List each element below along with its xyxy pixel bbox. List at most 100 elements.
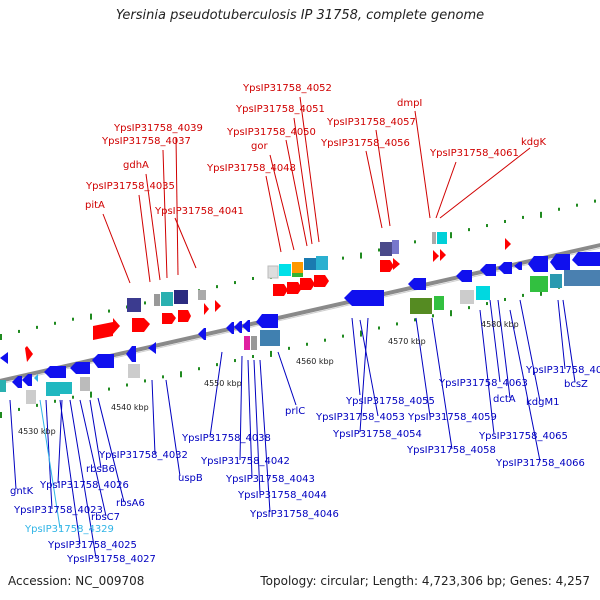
gene-label[interactable]: YpsIP31758_4025 xyxy=(47,540,137,551)
gene-label[interactable]: YpsIP31758_4032 xyxy=(98,450,188,461)
gene-label[interactable]: YpsIP31758_4065 xyxy=(478,431,568,442)
feature-arrow[interactable] xyxy=(300,278,315,290)
feature-box[interactable] xyxy=(550,274,562,288)
feature-arrow[interactable] xyxy=(480,264,496,276)
gene-label[interactable]: YpsIP31758_4066 xyxy=(495,458,585,469)
feature-arrow[interactable] xyxy=(226,322,234,334)
gene-label[interactable]: YpsIP31758_4042 xyxy=(200,456,290,467)
gene-label[interactable]: YpsIP31758_4063 xyxy=(438,378,528,389)
feature-arrow[interactable] xyxy=(572,252,600,266)
gene-label[interactable]: YpsIP31758_4050 xyxy=(226,127,316,138)
gene-label[interactable]: uspB xyxy=(178,473,203,484)
feature-box[interactable] xyxy=(564,270,600,286)
feature-box[interactable] xyxy=(174,290,188,304)
feature-box[interactable] xyxy=(0,380,6,392)
gene-label[interactable]: kdgM1 xyxy=(526,397,559,408)
gene-label[interactable]: YpsIP31758_4052 xyxy=(242,83,332,94)
gene-label[interactable]: YpsIP31758_4048 xyxy=(206,163,296,174)
feature-arrow[interactable] xyxy=(92,354,114,368)
gene-label[interactable]: YpsIP31758_4038 xyxy=(181,433,271,444)
gene-label[interactable]: YpsIP31758_4023 xyxy=(13,505,103,516)
feature-arrow[interactable] xyxy=(314,275,329,287)
gene-label[interactable]: YpsIP31758_4057 xyxy=(326,117,416,128)
gene-label[interactable]: rbsB6 xyxy=(86,464,115,475)
feature-arrow[interactable] xyxy=(528,256,548,272)
feature-arrow[interactable] xyxy=(393,258,400,270)
feature-arrow[interactable] xyxy=(287,282,302,294)
feature-box[interactable] xyxy=(251,336,257,350)
gene-label[interactable]: gntK xyxy=(10,486,34,497)
feature-box[interactable] xyxy=(292,273,303,277)
feature-box[interactable] xyxy=(198,290,206,300)
feature-box[interactable] xyxy=(154,294,160,306)
feature-arrow[interactable] xyxy=(505,238,511,250)
gene-label[interactable]: YpsIP31758_4059 xyxy=(407,412,497,423)
feature-arrow[interactable] xyxy=(25,346,33,362)
feature-arrow[interactable] xyxy=(198,328,206,340)
feature-arrow[interactable] xyxy=(12,376,22,388)
gene-label[interactable]: YpsIP31758_4329 xyxy=(24,524,114,535)
feature-arrow[interactable] xyxy=(256,314,278,328)
gene-label[interactable]: YpsIP31758_4056 xyxy=(320,138,410,149)
feature-arrow[interactable] xyxy=(162,313,176,324)
feature-arrow[interactable] xyxy=(234,321,242,333)
feature-box[interactable] xyxy=(267,265,279,279)
feature-box[interactable] xyxy=(279,264,291,276)
feature-arrow[interactable] xyxy=(514,262,522,270)
feature-arrow[interactable] xyxy=(93,318,120,340)
feature-box[interactable] xyxy=(437,232,447,244)
feature-arrow[interactable] xyxy=(380,260,394,272)
feature-box[interactable] xyxy=(434,296,444,310)
gene-label[interactable]: bcsZ xyxy=(564,379,588,390)
gene-label[interactable]: dctA xyxy=(493,394,516,405)
feature-box[interactable] xyxy=(60,382,72,394)
gene-label[interactable]: gdhA xyxy=(123,160,149,171)
feature-arrow[interactable] xyxy=(34,374,38,382)
gene-label[interactable]: YpsIP31758_4039 xyxy=(113,123,203,134)
feature-arrow[interactable] xyxy=(550,254,570,270)
gene-label[interactable]: YpsIP31758_4051 xyxy=(235,104,325,115)
gene-label[interactable]: pitA xyxy=(85,200,105,211)
gene-label[interactable]: YpsIP31758_4054 xyxy=(332,429,422,440)
feature-arrow[interactable] xyxy=(273,284,288,296)
gene-label[interactable]: rbsC7 xyxy=(91,512,120,523)
feature-box[interactable] xyxy=(46,382,60,396)
feature-box[interactable] xyxy=(260,330,280,346)
feature-arrow[interactable] xyxy=(433,250,439,262)
gene-label[interactable]: YpsIP31758_4026 xyxy=(39,480,129,491)
feature-box[interactable] xyxy=(244,336,250,350)
gene-label[interactable]: YpsIP31758_4046 xyxy=(249,509,339,520)
feature-arrow[interactable] xyxy=(44,366,66,378)
gene-label[interactable]: YpsIP31758_4037 xyxy=(101,136,191,147)
feature-box[interactable] xyxy=(460,290,474,304)
feature-box[interactable] xyxy=(128,364,140,378)
feature-arrow[interactable] xyxy=(215,300,221,312)
feature-box[interactable] xyxy=(26,390,36,404)
gene-label[interactable]: YpsIP31758_4044 xyxy=(237,490,327,501)
feature-arrow[interactable] xyxy=(126,346,136,362)
feature-arrow[interactable] xyxy=(204,303,209,315)
feature-box[interactable] xyxy=(292,262,303,273)
feature-box[interactable] xyxy=(127,298,141,312)
gene-label[interactable]: dmpI xyxy=(397,98,422,109)
gene-label[interactable]: YpsIP31758_4035 xyxy=(85,181,175,192)
gene-label[interactable]: YpsIP31758_4041 xyxy=(154,206,244,217)
feature-arrow[interactable] xyxy=(344,290,384,306)
feature-box[interactable] xyxy=(161,292,173,306)
gene-label[interactable]: YpsIP31758_4055 xyxy=(345,396,435,407)
gene-label[interactable]: gor xyxy=(251,141,268,152)
gene-label[interactable]: YpsIP31758_4053 xyxy=(315,412,405,423)
gene-label[interactable]: YpsIP31758_4043 xyxy=(225,474,315,485)
gene-label[interactable]: kdgK xyxy=(521,137,546,148)
gene-label[interactable]: YpsIP31758_4058 xyxy=(406,445,496,456)
feature-box[interactable] xyxy=(316,256,328,270)
feature-box[interactable] xyxy=(80,377,90,391)
feature-box[interactable] xyxy=(410,298,432,314)
feature-box[interactable] xyxy=(392,240,399,254)
feature-arrow[interactable] xyxy=(178,310,191,322)
feature-box[interactable] xyxy=(476,286,490,300)
gene-label[interactable]: prlC xyxy=(285,406,305,417)
feature-box[interactable] xyxy=(380,242,392,256)
feature-arrow[interactable] xyxy=(408,278,426,290)
feature-box[interactable] xyxy=(530,276,548,292)
